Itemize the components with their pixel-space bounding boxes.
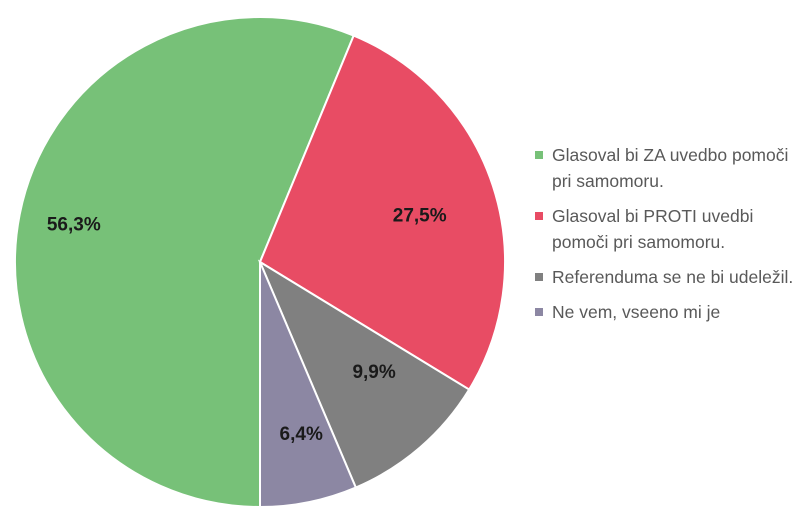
pie-slice-label-1: 56,3% (47, 214, 101, 235)
pie-slice-4 (259, 261, 358, 509)
legend-swatch-3 (535, 273, 543, 281)
legend-item-1: Glasoval bi ZA uvedbo pomoči pri samomor… (535, 142, 795, 194)
legend-swatch-2 (535, 212, 543, 220)
pie-slices (14, 16, 506, 509)
legend-label-2: Glasoval bi PROTI uvedbi pomoči pri samo… (552, 206, 754, 252)
legend-label-1: Glasoval bi ZA uvedbo pomoči pri samomor… (552, 145, 789, 191)
legend-label-4: Ne vem, vseeno mi je (552, 302, 721, 322)
pie-slice-label-4: 6,4% (280, 424, 323, 445)
legend-swatch-4 (535, 308, 543, 316)
pie-slice-label-3: 9,9% (352, 362, 395, 383)
legend: Glasoval bi ZA uvedbo pomoči pri samomor… (535, 142, 795, 334)
legend-item-2: Glasoval bi PROTI uvedbi pomoči pri samo… (535, 203, 795, 255)
pie-slice-2 (258, 34, 506, 391)
pie-slice-3 (257, 259, 471, 489)
legend-swatch-1 (535, 151, 543, 159)
pie-slice-label-2: 27,5% (393, 205, 447, 226)
legend-item-4: Ne vem, vseeno mi je (535, 299, 795, 325)
pie-slice-labels: 56,3% 27,5% 9,9% 6,4% (47, 205, 447, 445)
legend-item-3: Referenduma se ne bi udeležil. (535, 264, 795, 290)
legend-label-3: Referenduma se ne bi udeležil. (552, 267, 794, 287)
pie-slice-1 (14, 16, 355, 509)
